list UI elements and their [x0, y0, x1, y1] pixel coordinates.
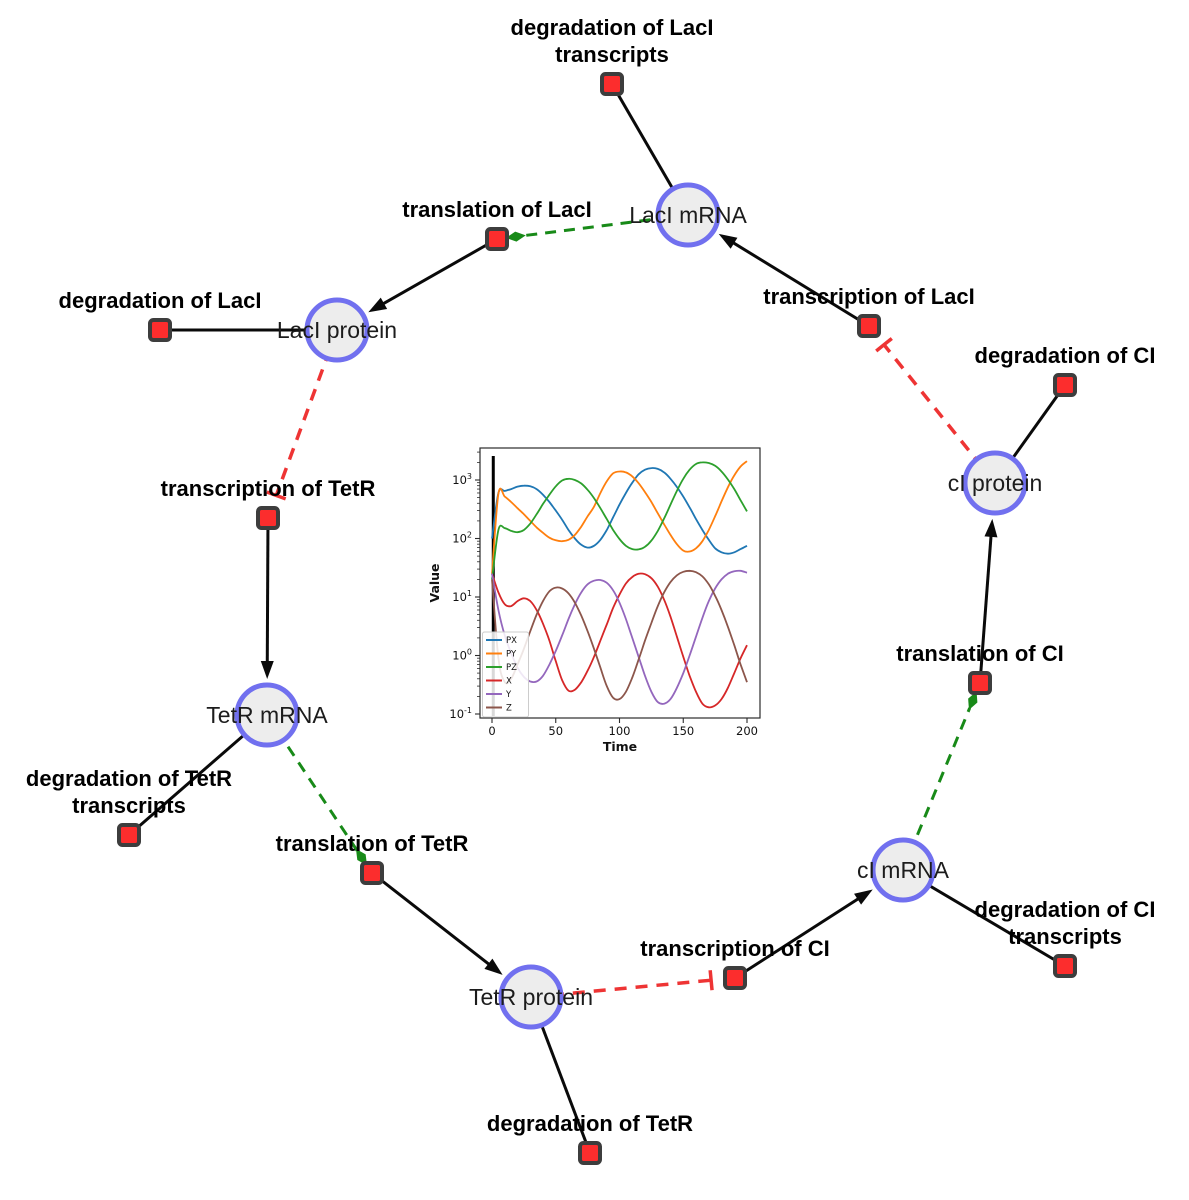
edge-tsc-laci-laci-mrna [718, 233, 870, 328]
species-node-laci-protein [304, 297, 370, 363]
reaction-label-deg-ci-tx: degradation of CI transcripts [975, 897, 1156, 949]
reaction-label-tl-laci: translation of LacI [402, 197, 591, 222]
series-X [491, 572, 748, 709]
legend-label-Y: Y [505, 690, 512, 700]
species-node-ci-protein [962, 450, 1028, 516]
y-tick-label: 10-1 [449, 706, 472, 721]
x-tick-label: 0 [488, 724, 495, 738]
reaction-node-deg-laci [148, 318, 172, 342]
species-label-tetr-protein: TetR protein [469, 984, 593, 1010]
reaction-node-tsc-tetr [256, 506, 280, 530]
legend-label-X: X [506, 677, 512, 687]
reaction-label-deg-ci: degradation of CI [975, 343, 1156, 368]
reaction-label-tl-tetr: translation of TetR [276, 831, 469, 856]
plot-frame [479, 447, 761, 719]
legend-label-PX: PX [506, 636, 517, 646]
reaction-node-deg-ci [1053, 373, 1077, 397]
species-node-tetr-mrna [234, 682, 300, 748]
y-tick-label: 102 [452, 531, 472, 546]
reaction-label-deg-tetr-tx: degradation of TetR transcripts [26, 766, 232, 818]
species-label-laci-protein: LacI protein [277, 317, 397, 343]
y-tick-label: 103 [452, 472, 472, 487]
series-PZ [491, 461, 748, 580]
species-node-ci-mrna [870, 837, 936, 903]
series-Z [491, 569, 748, 701]
legend-label-PZ: PZ [506, 663, 517, 673]
edge-tl-laci-laci-protein [368, 237, 498, 313]
x-axis-label: Time [603, 739, 637, 754]
labels-layer: LacI mRNA LacI protein TetR mRNA TetR prote… [26, 15, 1156, 1136]
reaction-label-tsc-ci: transcription of CI [640, 936, 829, 961]
species-label-ci-protein: cI protein [948, 470, 1043, 496]
plot-area [491, 456, 748, 716]
species-node-tetr-protein [498, 964, 564, 1030]
edge-tsc-tetr-tetr-mrna [260, 517, 274, 680]
species-label-laci-mrna: LacI mRNA [629, 202, 747, 228]
reaction-label-deg-laci-tx: degradation of LacI transcripts [511, 15, 714, 67]
reaction-label-tsc-laci: transcription of LacI [763, 284, 974, 309]
reaction-label-deg-tetr: degradation of TetR [487, 1111, 693, 1136]
legend-label-Z: Z [506, 704, 512, 714]
species-label-tetr-mrna: TetR mRNA [206, 702, 328, 728]
reaction-label-tsc-tetr: transcription of TetR [161, 476, 376, 501]
reaction-node-tsc-ci [723, 966, 747, 990]
x-tick-label: 150 [672, 724, 694, 738]
reaction-node-deg-ci-tx [1053, 954, 1077, 978]
reaction-node-tl-ci [968, 671, 992, 695]
series-PY [491, 460, 748, 574]
x-tick-label: 200 [736, 724, 758, 738]
species-node-laci-mrna [655, 182, 721, 248]
reaction-node-tl-tetr [360, 861, 384, 885]
x-tick-label: 50 [548, 724, 563, 738]
series-PX [491, 467, 748, 555]
axis-ticks: 103 102 101 100 10-1 0 50 100 150 200 [449, 451, 758, 738]
reaction-node-tl-laci [485, 227, 509, 251]
nodes-layer [117, 72, 1077, 1165]
reaction-node-deg-laci-tx [600, 72, 624, 96]
reaction-label-tl-ci: translation of CI [896, 641, 1063, 666]
edge-tsc-ci-ci-mrna [734, 889, 873, 980]
reaction-node-tsc-laci [857, 314, 881, 338]
series-Y [491, 569, 748, 705]
species-label-ci-mrna: cI mRNA [857, 857, 950, 883]
reaction-node-deg-tetr-tx [117, 823, 141, 847]
legend: PX PY PZ XYZ [482, 631, 529, 718]
y-axis-label: Value [427, 563, 442, 602]
y-tick-label: 101 [452, 589, 472, 604]
x-tick-label: 100 [609, 724, 631, 738]
edge-tl-ci-ci-protein [978, 518, 998, 684]
reaction-node-deg-tetr [578, 1141, 602, 1165]
edge-tl-tetr-tetr-protein [371, 871, 503, 975]
y-tick-label: 100 [452, 648, 472, 663]
legend-label-PY: PY [506, 650, 517, 660]
reaction-label-deg-laci: degradation of LacI [59, 288, 262, 313]
